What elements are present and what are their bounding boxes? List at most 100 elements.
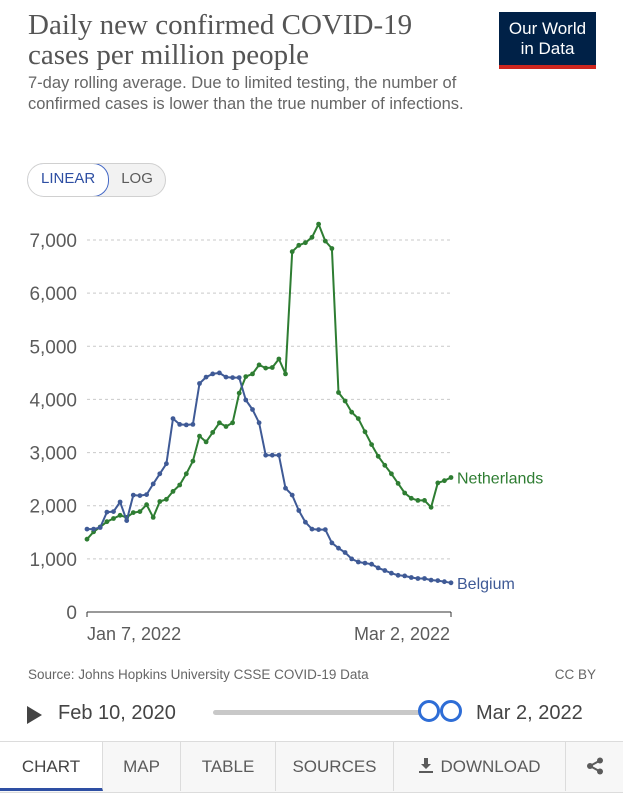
chart-subtitle: 7-day rolling average. Due to limited te… xyxy=(28,74,464,113)
netherlands-point xyxy=(375,453,381,459)
belgium-point xyxy=(415,576,421,581)
tab-map[interactable]: MAP xyxy=(103,742,181,791)
tab-download[interactable]: DOWNLOAD xyxy=(394,742,566,791)
belgium-point xyxy=(428,577,434,583)
tab-sources[interactable]: SOURCES xyxy=(276,742,394,791)
netherlands-point xyxy=(276,356,282,362)
x-tick-label-start: Jan 7, 2022 xyxy=(87,624,181,644)
belgium-point xyxy=(256,420,262,426)
belgium-point xyxy=(303,519,308,525)
belgium-point xyxy=(203,374,209,380)
timeline-start-handle[interactable] xyxy=(418,700,440,722)
netherlands-point xyxy=(197,433,202,439)
belgium-point xyxy=(382,568,388,573)
series-labels: Netherlands Belgium xyxy=(457,471,543,593)
belgium-point xyxy=(150,481,156,487)
netherlands-point xyxy=(130,510,136,515)
belgium-point xyxy=(342,550,348,555)
netherlands-point xyxy=(309,234,315,240)
belgium-point xyxy=(349,556,355,562)
belgium-point xyxy=(276,452,282,458)
linear-scale-button[interactable]: LINEAR xyxy=(27,164,110,196)
belgium-point xyxy=(269,452,275,458)
scale-toggle[interactable]: LINEAR LOG xyxy=(27,163,166,197)
belgium-point xyxy=(375,565,381,571)
belgium-point xyxy=(336,545,341,551)
tab-table[interactable]: TABLE xyxy=(181,742,276,791)
timeline-start-label: Feb 10, 2020 xyxy=(58,702,176,724)
netherlands-point xyxy=(389,471,394,477)
belgium-point xyxy=(97,525,103,530)
license-label[interactable]: CC BY xyxy=(554,667,596,682)
share-button[interactable] xyxy=(566,742,623,791)
timeline-end-label: Mar 2, 2022 xyxy=(476,702,583,724)
netherlands-point xyxy=(322,238,328,244)
belgium-point xyxy=(402,573,408,579)
y-tick-label: 3,000 xyxy=(29,444,77,465)
netherlands-point xyxy=(435,480,441,486)
netherlands-point xyxy=(250,371,255,377)
netherlands-point xyxy=(448,475,454,480)
belgium-point xyxy=(263,452,269,458)
y-axis-ticks: 0 1,000 2,000 3,000 4,000 5,000 6,000 7,000 xyxy=(29,231,77,624)
netherlands-point xyxy=(422,498,427,503)
log-scale-button[interactable]: LOG xyxy=(121,170,153,187)
netherlands-point xyxy=(177,482,183,488)
logo-red-bar xyxy=(499,65,596,69)
belgium-point xyxy=(164,461,169,467)
belgium-point xyxy=(230,375,236,380)
belgium-point xyxy=(91,526,96,532)
tab-chart[interactable]: CHART xyxy=(0,742,103,791)
netherlands-point xyxy=(236,390,242,396)
y-tick-label: 2,000 xyxy=(29,497,77,518)
netherlands-point xyxy=(256,362,262,368)
netherlands-point xyxy=(263,365,269,371)
belgium-point xyxy=(296,508,302,513)
logo-line-1: Our World xyxy=(508,19,587,38)
netherlands-point xyxy=(415,498,421,503)
belgium-point xyxy=(408,575,414,580)
netherlands-point xyxy=(183,471,189,477)
netherlands-point xyxy=(283,371,288,377)
belgium-point xyxy=(395,572,401,578)
belgium-point xyxy=(177,422,183,427)
netherlands-point xyxy=(190,458,196,464)
y-tick-label: 0 xyxy=(66,603,77,624)
netherlands-point xyxy=(342,398,348,404)
netherlands-point xyxy=(269,365,275,370)
netherlands-point xyxy=(336,390,341,395)
belgium-point xyxy=(104,509,110,515)
belgium-point xyxy=(124,518,130,523)
timeline-end-handle[interactable] xyxy=(440,700,462,722)
netherlands-point xyxy=(303,240,308,246)
netherlands-point xyxy=(296,242,302,248)
belgium-point xyxy=(223,374,229,380)
belgium-point xyxy=(369,561,374,567)
netherlands-point xyxy=(84,536,90,542)
netherlands-point xyxy=(203,439,209,445)
line-chart: 0 1,000 2,000 3,000 4,000 5,000 6,000 7,000 Jan… xyxy=(29,221,543,644)
owid-logo[interactable]: Our World in Data xyxy=(499,12,596,69)
belgium-point xyxy=(448,580,454,586)
timeline-control: Feb 10, 2020 Mar 2, 2022 xyxy=(0,697,623,731)
netherlands-line xyxy=(86,223,452,540)
belgium-point xyxy=(435,578,441,583)
play-icon[interactable] xyxy=(27,706,42,724)
logo-line-2: in Data xyxy=(520,39,575,58)
belgium-point xyxy=(84,526,90,532)
timeline-track[interactable] xyxy=(213,710,435,715)
netherlands-point xyxy=(144,502,150,508)
netherlands-point xyxy=(217,420,222,426)
netherlands-point xyxy=(408,495,414,501)
belgium-point xyxy=(322,527,328,532)
source-note[interactable]: Source: Johns Hopkins University CSSE CO… xyxy=(28,667,369,682)
series-lines xyxy=(84,221,454,586)
netherlands-point xyxy=(150,515,156,520)
x-axis: Jan 7, 2022 Mar 2, 2022 xyxy=(86,611,452,644)
belgium-point xyxy=(329,540,335,546)
netherlands-point xyxy=(402,490,408,496)
belgium-point xyxy=(130,492,136,498)
belgium-point xyxy=(157,471,163,477)
belgium-point xyxy=(355,559,361,565)
netherlands-point xyxy=(362,429,368,435)
